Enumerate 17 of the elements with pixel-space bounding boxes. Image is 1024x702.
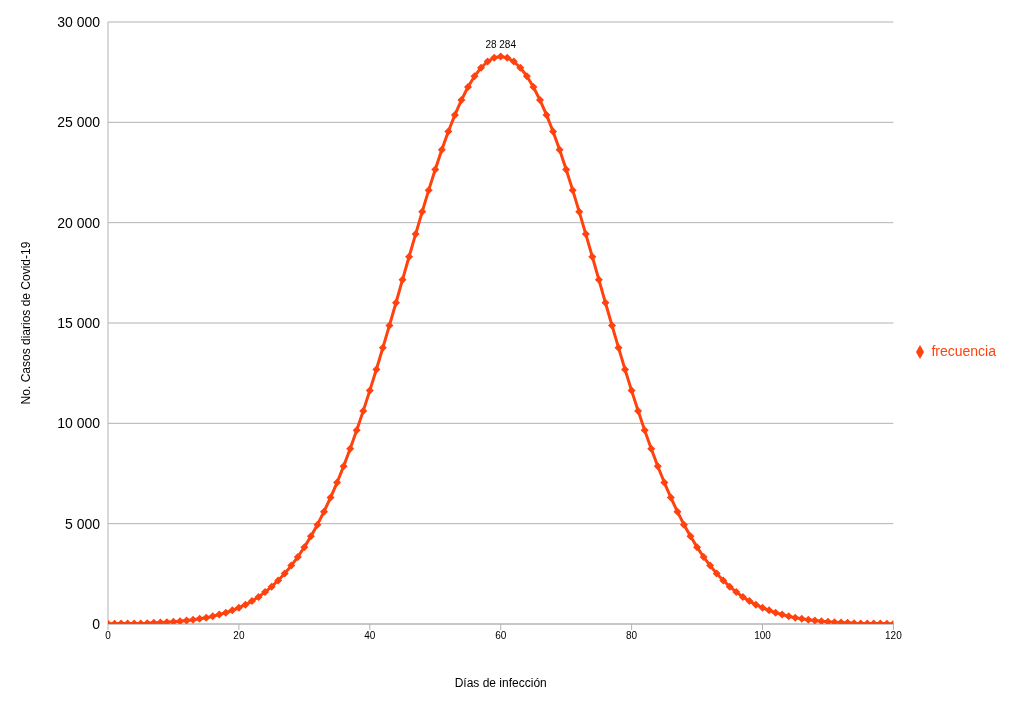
y-tick-label: 10 000 bbox=[57, 415, 101, 432]
y-axis-title: No. Casos diarios de Covid-19 bbox=[19, 241, 34, 405]
x-axis-title: Días de infección bbox=[454, 675, 547, 690]
x-tick-label: 40 bbox=[364, 630, 376, 642]
y-tick-label: 15 000 bbox=[57, 314, 101, 331]
x-tick-label: 120 bbox=[885, 630, 903, 642]
y-tick-label: 5 000 bbox=[64, 515, 101, 532]
data-label: 28 284 bbox=[485, 39, 517, 51]
x-tick-label: 80 bbox=[626, 630, 638, 642]
x-tick-label: 20 bbox=[233, 630, 245, 642]
y-tick-label: 30 000 bbox=[57, 13, 101, 30]
x-tick-label: 60 bbox=[495, 630, 507, 642]
y-tick-label: 20 000 bbox=[57, 214, 101, 231]
legend-label: frecuencia bbox=[931, 342, 996, 359]
y-tick-label: 25 000 bbox=[57, 114, 101, 131]
x-tick-label: 0 bbox=[105, 630, 112, 642]
x-tick-label: 100 bbox=[754, 630, 772, 642]
